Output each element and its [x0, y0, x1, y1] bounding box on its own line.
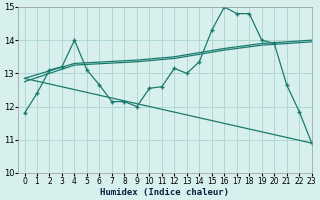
X-axis label: Humidex (Indice chaleur): Humidex (Indice chaleur) [100, 188, 229, 197]
